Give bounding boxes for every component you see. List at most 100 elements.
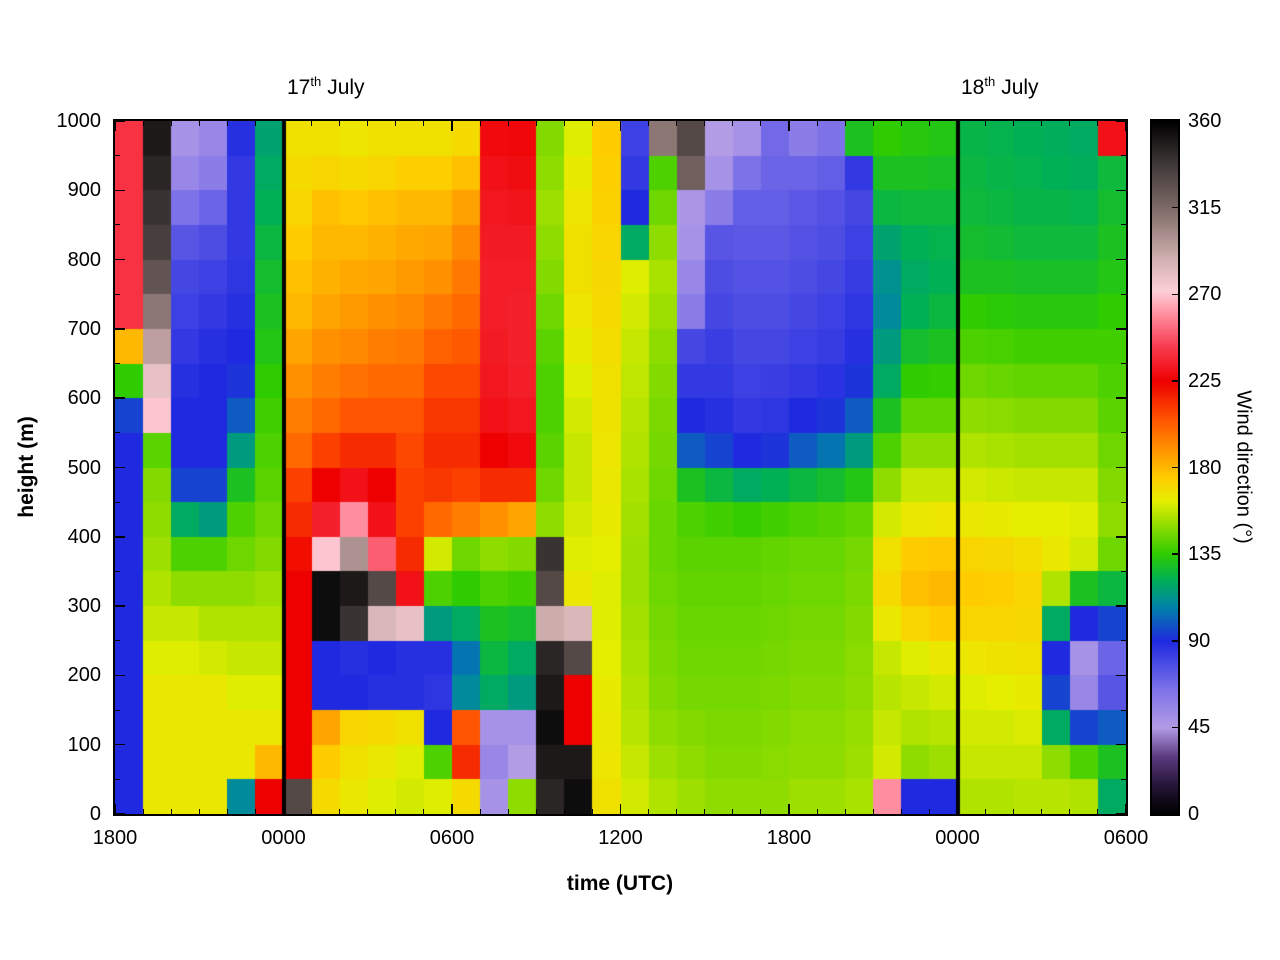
x-minor-tick-mirror (844, 121, 846, 126)
x-minor-tick (563, 809, 565, 814)
colorbar-tick-label: 0 (1188, 803, 1200, 825)
x-minor-tick (760, 809, 762, 814)
y-minor-tick (115, 293, 120, 295)
x-minor-tick (339, 809, 341, 814)
x-major-tick (956, 804, 959, 814)
x-minor-tick-mirror (226, 121, 228, 126)
x-minor-tick-mirror (507, 121, 509, 126)
y-minor-tick (115, 224, 120, 226)
y-minor-tick-mirror (1121, 224, 1126, 226)
x-major-tick (451, 804, 453, 814)
y-major-tick (115, 813, 125, 815)
y-minor-tick-mirror (1121, 640, 1126, 642)
y-minor-tick (115, 570, 120, 572)
x-minor-tick (872, 809, 874, 814)
y-tick-label: 100 (67, 733, 101, 756)
colorbar-tick-label: 90 (1188, 629, 1211, 652)
x-major-tick (788, 804, 790, 814)
y-minor-tick-mirror (1121, 432, 1126, 434)
colorbar-tick (1172, 206, 1178, 209)
x-minor-tick-mirror (395, 121, 397, 126)
x-tick-label: 0600 (1103, 827, 1149, 849)
x-minor-tick-mirror (900, 121, 902, 126)
x-major-tick (1125, 804, 1127, 814)
x-minor-tick (198, 809, 200, 814)
x-minor-tick (732, 809, 734, 814)
y-major-tick (115, 189, 125, 192)
y-minor-tick-mirror (1121, 293, 1126, 295)
x-minor-tick-mirror (1069, 121, 1071, 126)
x-tick-label: 0000 (261, 827, 306, 849)
x-minor-tick (479, 809, 481, 814)
colorbar-tick-label: 135 (1188, 543, 1222, 566)
y-major-tick (115, 328, 125, 330)
x-minor-tick (816, 809, 818, 814)
date-ordinal: th (984, 74, 996, 89)
x-minor-tick (676, 809, 678, 814)
x-minor-tick (1069, 809, 1071, 814)
x-tick-label: 1800 (92, 827, 138, 849)
y-tick-label: 600 (67, 387, 101, 410)
y-major-tick-mirror (1116, 466, 1126, 469)
x-minor-tick-mirror (339, 121, 341, 126)
x-minor-tick-mirror (676, 121, 678, 126)
y-tick-label: 700 (67, 317, 101, 340)
colorbar-tick-label: 45 (1188, 716, 1211, 739)
colorbar-tick (1172, 813, 1178, 815)
x-minor-tick-mirror (1097, 121, 1099, 126)
y-major-tick-mirror (1116, 120, 1126, 122)
x-minor-tick (367, 809, 369, 814)
x-major-tick (114, 804, 116, 814)
x-minor-tick-mirror (732, 121, 734, 126)
y-tick-label: 0 (89, 803, 101, 825)
y-minor-tick (115, 709, 120, 711)
x-major-tick (282, 804, 285, 814)
x-minor-tick (985, 809, 987, 814)
x-minor-tick-mirror (479, 121, 481, 126)
date-month: July (327, 76, 365, 99)
y-major-tick (115, 743, 125, 746)
y-major-tick-mirror (1116, 536, 1126, 538)
y-minor-tick-mirror (1121, 155, 1126, 157)
y-minor-tick (115, 363, 120, 365)
date-day: 18 (961, 76, 985, 99)
y-tick-label: 900 (67, 179, 101, 202)
x-minor-tick-mirror (535, 121, 537, 126)
colorbar-tick (1172, 293, 1178, 295)
x-minor-tick-mirror (563, 121, 565, 126)
y-major-tick (115, 605, 125, 607)
x-major-tick-mirror (451, 121, 453, 131)
x-minor-tick-mirror (367, 121, 369, 126)
x-major-tick-mirror (619, 121, 622, 131)
y-major-tick-mirror (1116, 328, 1126, 330)
colorbar-tick (1172, 553, 1178, 555)
x-minor-tick-mirror (142, 121, 144, 126)
y-major-tick (115, 258, 125, 261)
y-minor-tick (115, 778, 120, 780)
x-minor-tick (254, 809, 256, 814)
x-major-tick-mirror (282, 121, 285, 131)
x-minor-tick-mirror (254, 121, 256, 126)
x-minor-tick-mirror (704, 121, 706, 126)
x-minor-tick-mirror (423, 121, 425, 126)
x-minor-tick-mirror (760, 121, 762, 126)
x-major-tick-mirror (114, 121, 116, 131)
x-minor-tick (928, 809, 930, 814)
y-major-tick-mirror (1116, 189, 1126, 192)
y-minor-tick (115, 155, 120, 157)
y-tick-label: 500 (67, 456, 101, 479)
colorbar-tick (1172, 466, 1178, 469)
y-minor-tick-mirror (1121, 363, 1126, 365)
x-minor-tick-mirror (1041, 121, 1043, 126)
y-minor-tick (115, 432, 120, 434)
x-minor-tick (311, 809, 313, 814)
y-tick-label: 1000 (56, 110, 102, 132)
x-minor-tick-mirror (170, 121, 172, 126)
x-minor-tick (648, 809, 650, 814)
x-minor-tick (423, 809, 425, 814)
x-minor-tick-mirror (591, 121, 593, 126)
y-major-tick (115, 674, 125, 677)
y-major-tick-mirror (1116, 813, 1126, 815)
x-minor-tick-mirror (816, 121, 818, 126)
date-annotation-17-july: 17th July (287, 74, 365, 100)
